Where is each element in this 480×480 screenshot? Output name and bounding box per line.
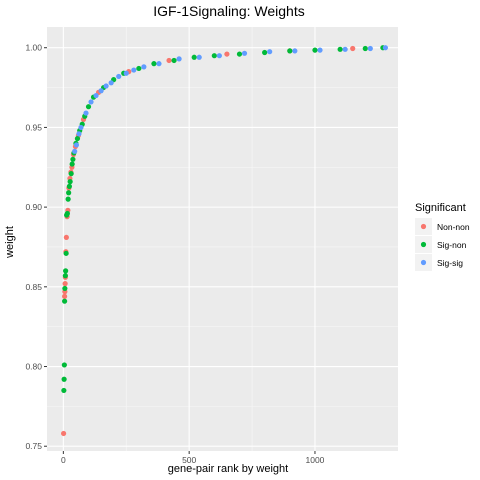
point-sig-non bbox=[136, 65, 142, 72]
point-sig-sig bbox=[131, 67, 137, 73]
point-sig-non bbox=[62, 298, 68, 304]
point-sig-sig bbox=[78, 124, 84, 131]
point-sig-sig bbox=[108, 80, 114, 86]
legend-marker-sig-non bbox=[420, 241, 427, 248]
point-sig-non bbox=[65, 196, 71, 202]
point-sig-non bbox=[211, 53, 217, 59]
x-tick-label: 500 bbox=[182, 455, 196, 465]
point-sig-non bbox=[85, 104, 92, 110]
point-sig-non bbox=[362, 45, 368, 52]
y-tick-label: 0.80 bbox=[25, 362, 42, 372]
point-sig-sig bbox=[103, 83, 109, 89]
point-sig-sig bbox=[72, 148, 78, 154]
point-sig-sig bbox=[216, 53, 222, 59]
point-sig-sig bbox=[292, 48, 298, 54]
point-sig-non bbox=[151, 61, 157, 67]
point-sig-sig bbox=[141, 64, 147, 70]
point-sig-non bbox=[64, 210, 70, 217]
point-sig-sig bbox=[241, 50, 248, 56]
point-sig-non bbox=[68, 171, 74, 177]
point-sig-sig bbox=[83, 110, 89, 116]
legend-label-non-non: Non-non bbox=[437, 222, 470, 232]
point-sig-non bbox=[63, 250, 69, 256]
point-sig-sig bbox=[98, 88, 104, 94]
legend-marker-sig-sig bbox=[420, 259, 427, 266]
y-tick-label: 0.95 bbox=[25, 122, 42, 132]
point-sig-sig bbox=[317, 47, 323, 53]
point-sig-sig bbox=[156, 61, 162, 67]
point-sig-non bbox=[62, 273, 68, 279]
point-sig-sig bbox=[367, 45, 373, 52]
point-sig-sig bbox=[93, 92, 99, 99]
point-sig-non bbox=[171, 57, 177, 64]
y-tick-label: 0.75 bbox=[25, 441, 42, 451]
grid-major bbox=[47, 27, 398, 451]
data-points bbox=[61, 45, 389, 437]
x-tick-label: 1000 bbox=[306, 455, 325, 465]
point-sig-non bbox=[287, 48, 293, 54]
point-sig-sig bbox=[73, 142, 80, 148]
legend-title: Significant bbox=[415, 202, 466, 214]
point-sig-non bbox=[67, 179, 73, 185]
point-non-non bbox=[350, 45, 356, 52]
y-tick-label: 1.00 bbox=[25, 43, 42, 53]
point-non-non bbox=[166, 57, 172, 64]
point-sig-non bbox=[74, 135, 81, 142]
grid-minor bbox=[47, 27, 398, 451]
point-sig-non bbox=[61, 362, 67, 368]
x-axis-ticks: 0 500 1000 bbox=[61, 451, 325, 465]
point-sig-sig bbox=[116, 73, 122, 80]
legend: Significant Non-non Sig-non Sig-sig bbox=[415, 202, 470, 271]
point-sig-non bbox=[66, 190, 72, 196]
point-non-non bbox=[62, 281, 68, 287]
y-tick-label: 0.85 bbox=[25, 282, 42, 292]
point-non-non bbox=[224, 51, 230, 57]
point-sig-non bbox=[61, 387, 67, 394]
legend-label-sig-sig: Sig-sig bbox=[437, 258, 463, 268]
legend-marker-non-non bbox=[420, 223, 427, 230]
point-sig-non bbox=[337, 46, 343, 52]
point-sig-non bbox=[63, 268, 69, 274]
point-sig-non bbox=[236, 51, 243, 57]
point-sig-non bbox=[312, 47, 318, 53]
point-non-non bbox=[62, 293, 68, 299]
x-axis-label: gene-pair rank by weight bbox=[168, 463, 288, 475]
point-sig-sig bbox=[176, 56, 182, 62]
point-non-non bbox=[63, 234, 69, 241]
point-sig-non bbox=[62, 285, 68, 292]
point-sig-non bbox=[70, 156, 76, 162]
point-sig-non bbox=[61, 376, 67, 382]
point-sig-sig bbox=[267, 49, 273, 55]
chart-title: IGF-1Signaling: Weights bbox=[153, 3, 304, 19]
legend-label-sig-non: Sig-non bbox=[437, 240, 467, 250]
point-sig-sig bbox=[123, 70, 129, 76]
point-sig-sig bbox=[382, 45, 389, 51]
point-sig-non bbox=[262, 49, 268, 56]
plot-panel bbox=[47, 27, 398, 451]
y-axis-ticks: 0.75 0.80 0.85 0.90 0.95 1.00 bbox=[25, 43, 47, 451]
point-sig-non bbox=[191, 54, 197, 60]
x-tick-label: 0 bbox=[61, 455, 66, 465]
point-sig-sig bbox=[342, 46, 348, 52]
point-sig-sig bbox=[76, 131, 82, 137]
point-sig-non bbox=[66, 183, 72, 189]
point-non-non bbox=[61, 430, 67, 437]
point-sig-sig bbox=[88, 99, 94, 105]
point-sig-sig bbox=[196, 54, 202, 60]
y-axis-label: weight bbox=[4, 226, 16, 259]
point-sig-non bbox=[69, 161, 75, 167]
y-tick-label: 0.90 bbox=[25, 202, 42, 212]
